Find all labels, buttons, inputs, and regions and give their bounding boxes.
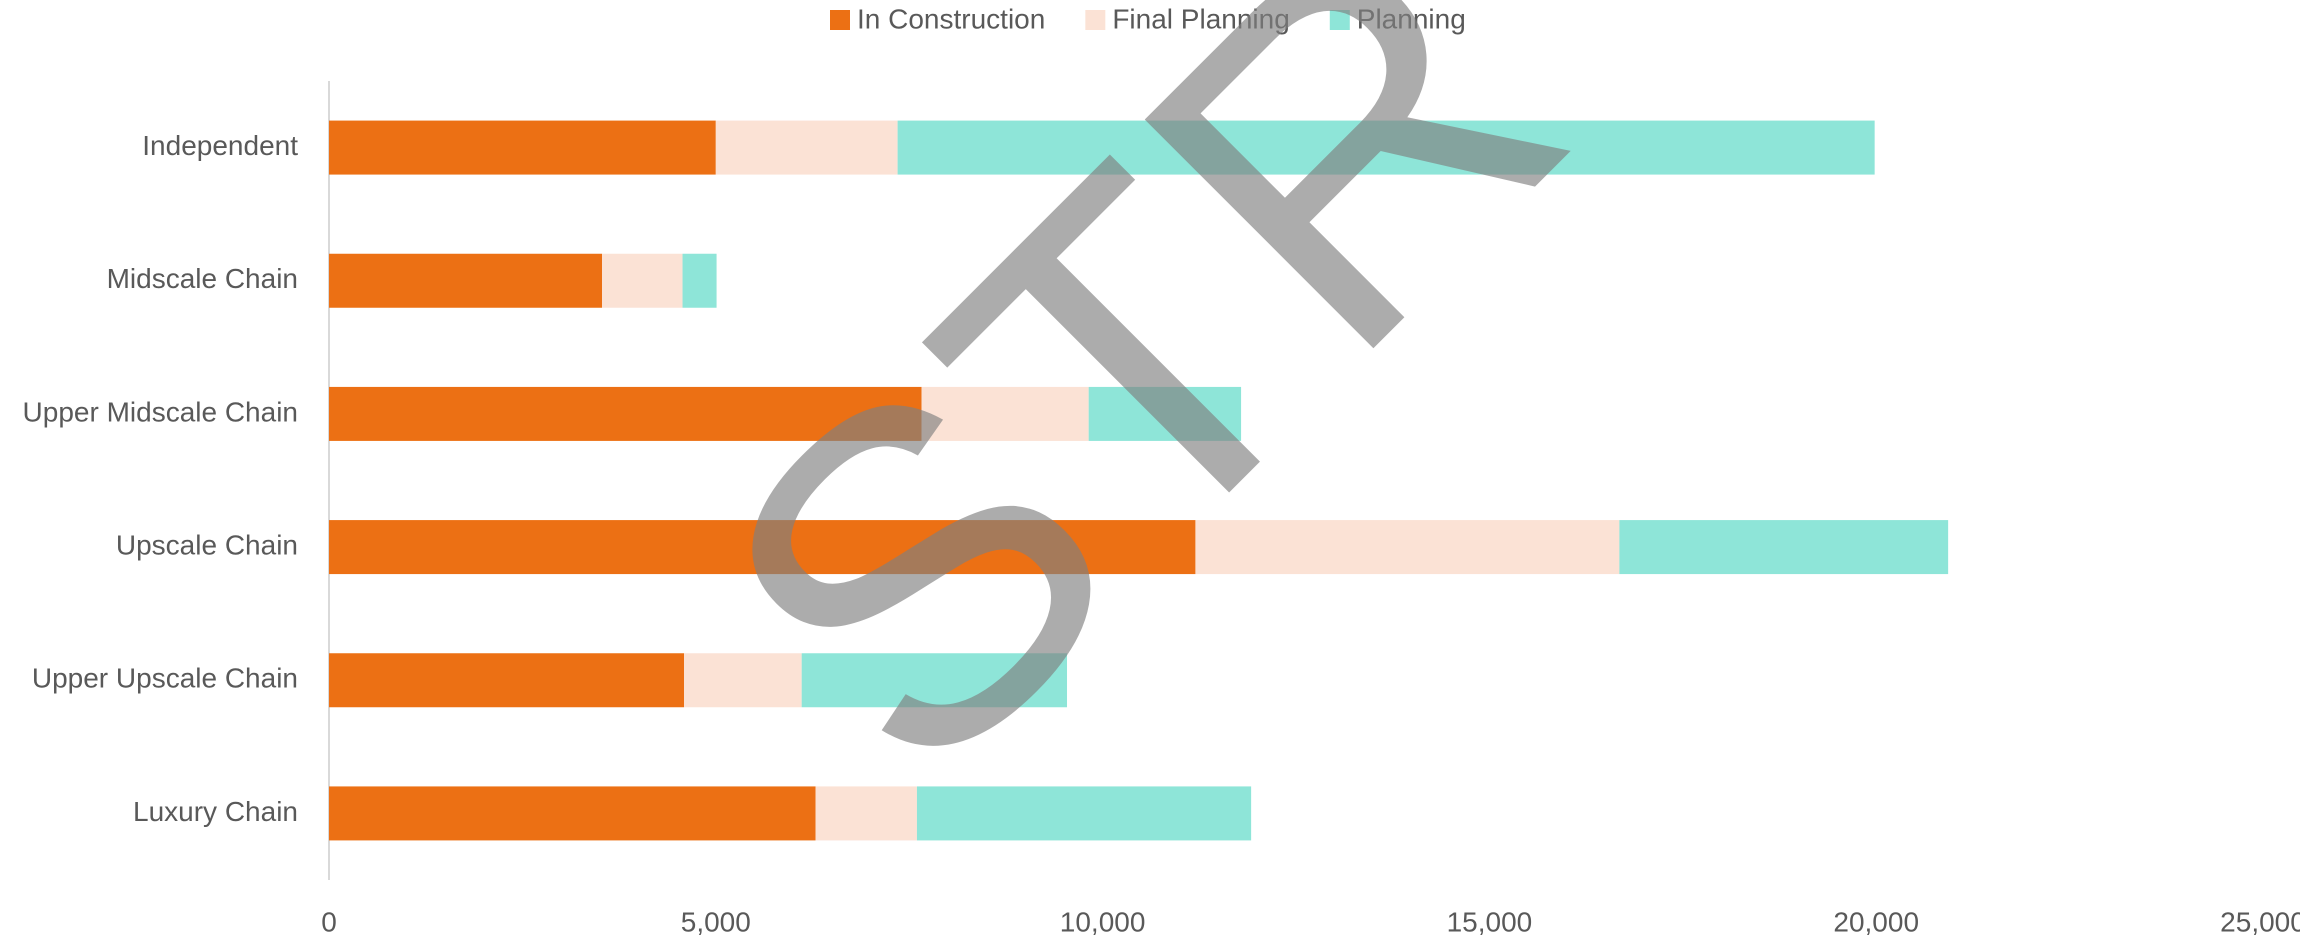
bar-segment: [1619, 520, 1949, 575]
bar-segment: [1195, 520, 1620, 575]
legend-swatch: [1085, 10, 1106, 30]
bar-segment: [329, 120, 716, 175]
x-tick-label: 25,000: [2220, 906, 2300, 937]
bar-segment: [916, 786, 1252, 841]
y-tick-label: Upper Midscale Chain: [23, 396, 298, 427]
x-tick-label: 10,000: [1060, 906, 1146, 937]
legend-label: Final Planning: [1112, 3, 1289, 34]
bar-segment: [1088, 386, 1242, 441]
bar-segment: [329, 386, 922, 441]
x-tick-label: 20,000: [1833, 906, 1919, 937]
y-tick-label: Luxury Chain: [133, 796, 298, 827]
bar-segment: [682, 253, 717, 308]
bar-segment: [602, 253, 683, 308]
bar-segment: [801, 653, 1068, 708]
bar-segment: [329, 653, 685, 708]
bar-segment: [329, 520, 1196, 575]
bar-segment: [329, 786, 816, 841]
y-tick-label: Independent: [142, 130, 298, 161]
x-tick-label: 0: [321, 906, 337, 937]
bar-segment: [329, 253, 603, 308]
bar-segment: [815, 786, 917, 841]
legend-swatch: [830, 10, 850, 30]
legend-swatch: [1329, 10, 1350, 30]
bar-segment: [897, 120, 1875, 175]
legend-label: Planning: [1357, 3, 1466, 34]
bar-segment: [684, 653, 802, 708]
legend-label: In Construction: [857, 3, 1045, 34]
x-tick-label: 5,000: [681, 906, 751, 937]
x-tick-label: 15,000: [1447, 906, 1533, 937]
y-tick-label: Upscale Chain: [116, 529, 298, 560]
bar-segment: [715, 120, 898, 175]
bar-segment: [921, 386, 1089, 441]
y-tick-label: Upper Upscale Chain: [32, 663, 298, 694]
y-tick-label: Midscale Chain: [107, 263, 298, 294]
